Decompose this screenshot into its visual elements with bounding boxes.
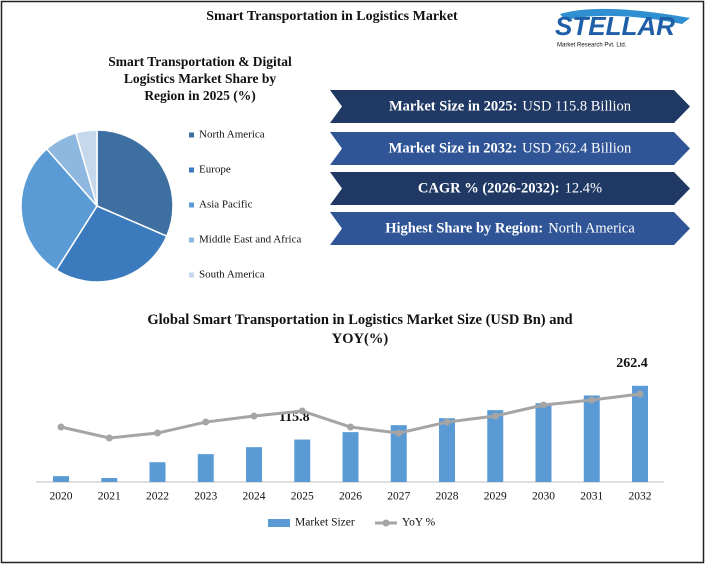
legend-label: Europe	[199, 164, 231, 176]
info-value: USD 262.4 Billion	[522, 141, 632, 157]
info-box	[330, 90, 690, 123]
bar	[53, 476, 69, 482]
logo-tagline: Market Research Pvt. Ltd.	[557, 43, 627, 49]
info-value: North America	[548, 221, 635, 237]
line-point	[250, 412, 258, 420]
bar	[246, 447, 262, 482]
legend-label: Market Sizer	[295, 517, 355, 529]
x-tick-label: 2024	[243, 491, 266, 503]
bar	[583, 395, 600, 482]
legend-swatch	[189, 202, 194, 208]
info-label: Highest Share by Region:	[385, 221, 543, 237]
x-tick-label: 2026	[339, 491, 362, 503]
info-text: Market Size in 2032: USD 262.4 Billion	[389, 141, 632, 157]
data-label: 262.4	[616, 356, 648, 371]
x-tick-label: 2027	[387, 491, 410, 503]
x-tick-label: 2022	[146, 491, 169, 503]
legend-swatch	[189, 167, 194, 173]
info-box	[330, 132, 690, 165]
line-point	[105, 434, 113, 442]
pie-slice	[20, 147, 98, 272]
x-tick-label: 2032	[629, 491, 652, 503]
pie-chart: Smart Transportation & Digital Logistics …	[20, 54, 301, 283]
x-tick-label: 2029	[484, 491, 507, 503]
legend-swatch	[189, 132, 194, 138]
pie-slice	[74, 129, 98, 207]
logo-name: STELLAR	[555, 11, 675, 41]
line-point	[491, 412, 499, 420]
x-tick-label: 2021	[98, 491, 121, 503]
bar	[342, 432, 359, 482]
legend-label: Asia Pacific	[199, 199, 253, 211]
bar	[632, 385, 648, 482]
x-tick-label: 2020	[50, 491, 73, 503]
info-boxes: Market Size in 2025: USD 115.8 BillionMar…	[330, 90, 690, 245]
legend-swatch	[268, 519, 290, 527]
info-label: CAGR % (2026-2032):	[418, 181, 560, 197]
logo-swoosh	[560, 8, 690, 24]
bar	[487, 410, 504, 482]
legend-label: Middle East and Africa	[199, 234, 301, 246]
info-value: 12.4%	[565, 181, 602, 197]
line-point	[443, 418, 451, 426]
x-tick-label: 2025	[291, 491, 314, 503]
legend-label: YoY %	[402, 517, 436, 529]
line-point	[540, 401, 547, 409]
info-label: Market Size in 2032:	[389, 141, 517, 157]
bar	[197, 454, 214, 482]
x-tick-label: 2030	[532, 491, 555, 503]
combo-chart: Global Smart Transportation in Logistics…	[36, 312, 664, 529]
legend-label: South America	[199, 269, 265, 281]
legend-label: North America	[199, 129, 265, 141]
chart-title: Global Smart Transportation in Logistics…	[147, 312, 572, 347]
bar	[294, 439, 311, 482]
info-box	[330, 212, 690, 245]
line-point	[298, 407, 306, 415]
legend-swatch	[189, 272, 194, 278]
bar	[439, 418, 455, 482]
legend-swatch	[382, 519, 390, 527]
x-tick-label: 2031	[580, 491, 603, 503]
x-tick-label: 2023	[194, 491, 217, 503]
line-point	[202, 418, 210, 426]
page-title: Smart Transportation in Logistics Market	[206, 9, 458, 24]
line-point	[395, 429, 403, 437]
logo: STELLAR Market Research Pvt. Ltd.	[555, 8, 690, 49]
info-text: Market Size in 2025: USD 115.8 Billion	[389, 99, 632, 115]
pie-title: Smart Transportation & Digital Logistics …	[108, 54, 292, 103]
info-value: USD 115.8 Billion	[522, 99, 631, 115]
pie-slice	[96, 129, 174, 238]
line-point	[636, 390, 644, 398]
bar	[101, 477, 118, 482]
line-point	[347, 423, 354, 431]
info-label: Market Size in 2025:	[389, 99, 517, 115]
bar	[390, 425, 407, 482]
line-point	[588, 396, 596, 404]
x-tick-label: 2028	[436, 491, 459, 503]
info-box	[330, 172, 690, 205]
info-text: CAGR % (2026-2032): 12.4%	[418, 181, 602, 197]
info-text: Highest Share by Region: North America	[385, 221, 635, 237]
line-series	[60, 392, 641, 440]
pie-slice	[55, 205, 168, 283]
legend-swatch	[189, 237, 194, 243]
bar	[149, 462, 166, 482]
line-point	[57, 423, 65, 431]
bar	[535, 403, 552, 482]
line-point	[154, 429, 161, 437]
